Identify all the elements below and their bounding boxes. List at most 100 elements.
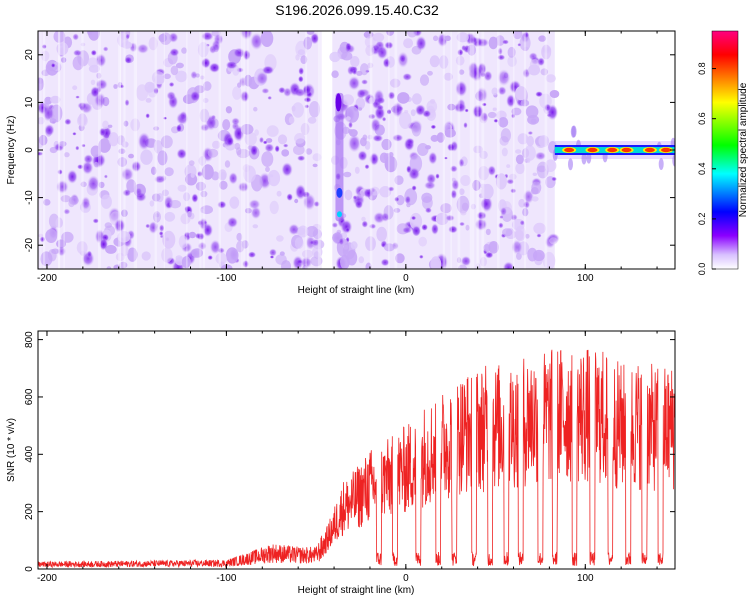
noise-blob — [56, 42, 69, 56]
noise-streak — [135, 31, 137, 269]
noise-blob — [200, 208, 205, 214]
noise-blob — [227, 216, 238, 228]
snr-xlabel: Height of straight line (km) — [298, 585, 415, 596]
noise-blob — [294, 133, 306, 144]
noise-blob — [429, 99, 436, 104]
noise-blob — [515, 154, 524, 165]
noise-blob — [549, 90, 560, 98]
noise-blob — [56, 246, 66, 257]
noise-blob — [545, 74, 556, 83]
noise-streak — [57, 31, 61, 269]
noise-blob — [431, 223, 439, 235]
noise-blob — [183, 192, 191, 202]
noise-blob — [439, 55, 449, 69]
noise-blob — [519, 220, 525, 226]
signal-speckle — [568, 158, 573, 171]
noise-blob — [348, 134, 361, 153]
noise-blob — [376, 104, 384, 111]
noise-blob — [459, 188, 465, 195]
noise-blob — [308, 101, 321, 118]
noise-blob — [38, 233, 44, 238]
noise-blob — [197, 42, 209, 58]
noise-blob — [181, 256, 191, 269]
noise-blob — [298, 75, 304, 83]
noise-blob — [361, 220, 369, 228]
signal-spot — [587, 147, 598, 153]
noise-blob — [498, 117, 509, 128]
colorbar: 0.0 0.2 0.4 0.6 0.8 Normalized spectral ampl… — [697, 30, 749, 275]
noise-blob — [394, 175, 404, 185]
noise-blob — [430, 256, 442, 269]
noise-blob — [418, 236, 428, 247]
noise-blob — [267, 169, 281, 187]
noise-blob — [415, 35, 427, 51]
noise-blob — [515, 149, 522, 154]
noise-blob — [80, 181, 87, 188]
noise-blob — [367, 134, 373, 140]
noise-blob — [485, 228, 491, 236]
noise-blob — [244, 208, 252, 214]
noise-blob — [212, 140, 221, 149]
noise-blob — [417, 143, 429, 156]
noise-blob — [50, 62, 56, 68]
noise-blob — [472, 104, 484, 119]
noise-blob — [190, 70, 198, 80]
noise-blob — [261, 87, 270, 94]
noise-blob — [250, 144, 259, 157]
noise-blob — [499, 215, 504, 219]
noise-blob — [406, 138, 415, 145]
noise-blob — [344, 189, 353, 201]
noise-blob — [195, 181, 206, 191]
noise-blob — [309, 240, 314, 245]
noise-blob — [277, 134, 288, 145]
colorbar-tick-label: 0.4 — [697, 163, 707, 176]
noise-blob — [259, 136, 264, 144]
noise-blob — [470, 64, 483, 82]
noise-blob — [343, 171, 352, 178]
noise-streak — [457, 31, 461, 269]
signal-spot — [661, 147, 672, 153]
noise-blob — [121, 141, 129, 148]
noise-blob — [381, 212, 390, 222]
noise-blob — [200, 190, 208, 198]
noise-blob — [305, 226, 319, 237]
noise-streak — [81, 31, 84, 269]
noise-blob — [200, 123, 210, 132]
noise-blob — [544, 103, 552, 112]
noise-blob — [302, 193, 316, 211]
noise-blob — [484, 251, 494, 259]
spectrogram-xlabel: Height of straight line (km) — [298, 285, 415, 296]
noise-blob — [225, 60, 238, 70]
colorbar-tick-label: 0.2 — [697, 213, 707, 226]
noise-blob — [262, 140, 268, 145]
noise-blob — [169, 200, 181, 209]
noise-blob — [515, 162, 525, 175]
noise-blob — [243, 165, 256, 183]
strong-feature-blob — [336, 211, 342, 218]
noise-blob — [217, 200, 227, 209]
noise-blob — [73, 49, 82, 57]
noise-blob — [158, 231, 164, 236]
noise-blob — [269, 200, 279, 215]
noise-streak — [477, 31, 479, 269]
noise-blob — [57, 169, 63, 175]
noise-streak — [241, 31, 243, 269]
noise-blob — [239, 31, 253, 40]
noise-streak — [305, 31, 308, 269]
noise-blob — [528, 52, 538, 61]
strong-feature-blob — [335, 93, 342, 112]
noise-streak — [218, 31, 221, 269]
noise-blob — [382, 57, 391, 69]
signal-spot — [607, 147, 618, 153]
noise-blob — [265, 166, 270, 172]
noise-blob — [94, 92, 107, 108]
noise-blob — [392, 101, 404, 118]
noise-blob — [266, 125, 279, 137]
noise-blob — [198, 156, 207, 166]
noise-blob — [247, 251, 257, 258]
noise-blob — [501, 147, 508, 157]
noise-blob — [53, 31, 66, 43]
noise-blob — [254, 129, 259, 136]
noise-streak — [317, 31, 321, 269]
noise-blob — [451, 179, 460, 191]
